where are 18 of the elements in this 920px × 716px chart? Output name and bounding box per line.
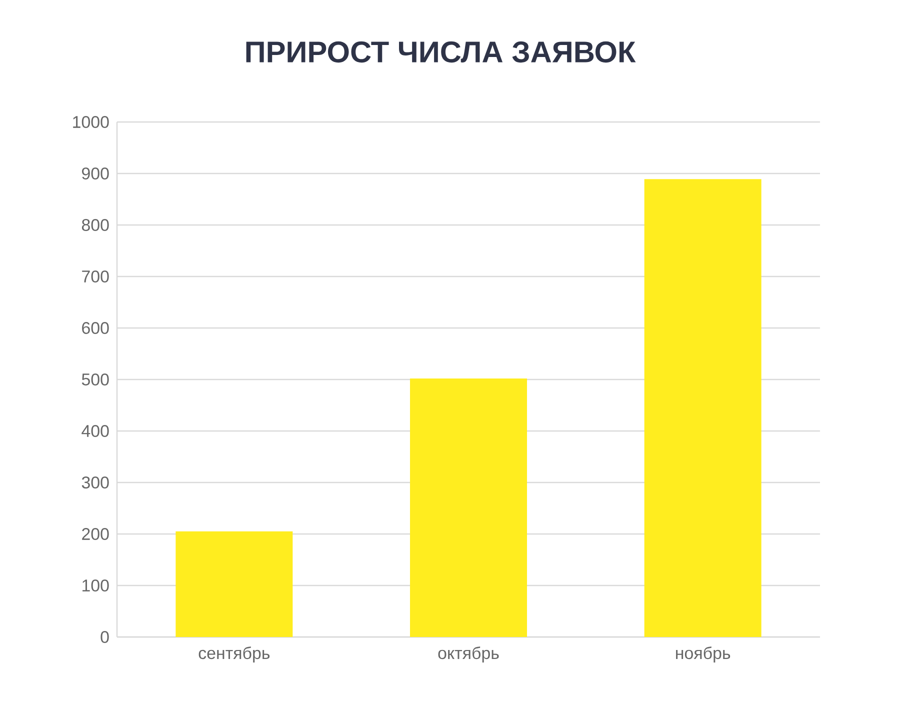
y-tick-label: 500 bbox=[82, 374, 109, 386]
y-tick-label: 400 bbox=[82, 425, 109, 437]
bar bbox=[410, 378, 528, 637]
y-tick-label: 800 bbox=[82, 218, 109, 231]
y-tick-label: 100 bbox=[82, 580, 109, 592]
bar bbox=[176, 531, 293, 637]
y-tick-label: 700 bbox=[82, 270, 109, 282]
x-tick-label: сентябрь bbox=[198, 646, 270, 662]
y-tick-label: 900 bbox=[82, 167, 109, 180]
y-tick-label: 0 bbox=[100, 631, 109, 643]
y-tick-label: 200 bbox=[82, 528, 109, 540]
y-tick-label: 600 bbox=[82, 322, 109, 334]
x-tick-label: ноябрь bbox=[676, 646, 730, 662]
y-tick-label: 1000 bbox=[73, 116, 109, 128]
x-tick-label: октябрь bbox=[438, 646, 499, 662]
y-tick-label: 300 bbox=[82, 476, 109, 488]
bar bbox=[644, 179, 762, 637]
chart-title: ПРИРОСТ ЧИСЛА ЗАЯВОК bbox=[246, 41, 636, 63]
